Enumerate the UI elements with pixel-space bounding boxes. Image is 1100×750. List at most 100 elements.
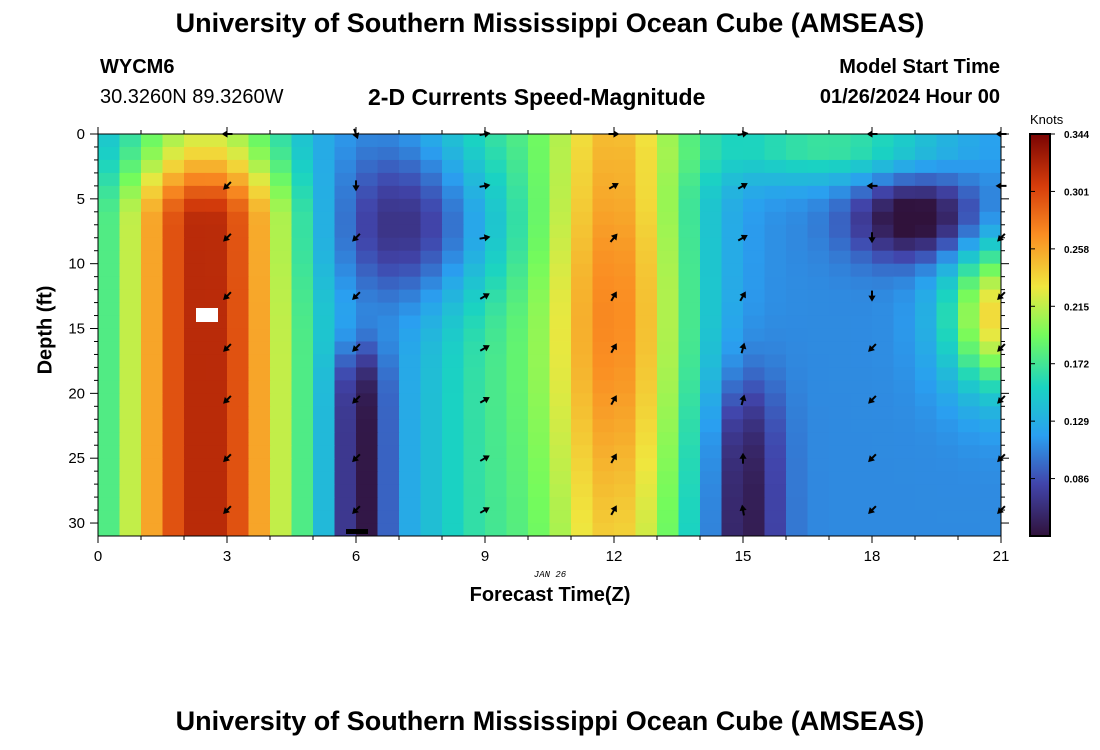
heatmap-cell <box>141 419 164 433</box>
heatmap-cell <box>829 237 852 252</box>
heatmap-cell <box>592 471 615 485</box>
heatmap-cell <box>936 302 959 317</box>
heatmap-cell <box>721 315 744 330</box>
heatmap-cell <box>420 198 443 213</box>
missing-data-patch <box>196 308 218 322</box>
heatmap-cell <box>399 484 422 498</box>
heatmap-cell <box>98 134 121 148</box>
heatmap-cell <box>141 328 164 343</box>
heatmap-cell <box>205 393 228 407</box>
heatmap-cell <box>270 432 293 446</box>
heatmap-cell <box>592 406 615 420</box>
heatmap-cell <box>205 237 228 252</box>
heatmap-cell <box>420 185 443 200</box>
heatmap-cell <box>635 367 658 381</box>
heatmap-cell <box>399 250 422 265</box>
heatmap-cell <box>872 224 895 239</box>
heatmap-cell <box>829 315 852 330</box>
heatmap-cell <box>678 341 701 356</box>
heatmap-cell <box>162 445 185 459</box>
heatmap-cell <box>119 237 142 252</box>
axes: 0 3 6 9 12 15 18 21 0 5 10 15 20 25 30 <box>68 126 1009 565</box>
heatmap-cell <box>98 172 121 187</box>
heatmap-cell <box>743 146 766 161</box>
heatmap-cell <box>829 510 852 524</box>
heatmap-cell <box>850 211 873 226</box>
heatmap-cell <box>463 289 486 304</box>
heatmap-cell <box>463 510 486 524</box>
heatmap-cell <box>893 523 916 536</box>
heatmap-cell <box>205 134 228 148</box>
x-tick-label: 15 <box>735 548 752 565</box>
heatmap-cell <box>313 406 336 420</box>
heatmap-cell <box>549 523 572 536</box>
heatmap-cell <box>571 432 594 446</box>
heatmap-cell <box>313 263 336 278</box>
heatmap-cell <box>635 406 658 420</box>
heatmap-cell <box>657 380 680 394</box>
heatmap-cell <box>248 458 271 472</box>
heatmap-cell <box>850 263 873 278</box>
heatmap-cell <box>291 367 314 381</box>
heatmap-cell <box>356 276 379 291</box>
heatmap-cell <box>399 380 422 394</box>
heatmap-cell <box>635 289 658 304</box>
heatmap-cell <box>850 497 873 511</box>
heatmap-cell <box>700 134 723 148</box>
heatmap-cell <box>248 354 271 369</box>
heatmap-cell <box>635 302 658 317</box>
heatmap-cell <box>829 146 852 161</box>
heatmap-cell <box>893 484 916 498</box>
heatmap-cell <box>420 380 443 394</box>
heatmap-cell <box>184 471 207 485</box>
heatmap-cell <box>872 354 895 369</box>
current-vector <box>868 395 877 404</box>
heatmap-cell <box>485 393 508 407</box>
heatmap-cell <box>442 523 465 536</box>
heatmap-cell <box>549 224 572 239</box>
heatmap-cell <box>721 159 744 174</box>
heatmap-cell <box>700 445 723 459</box>
heatmap-cell <box>141 484 164 498</box>
heatmap-cell <box>592 380 615 394</box>
heatmap-cell <box>743 315 766 330</box>
heatmap-cell <box>485 198 508 213</box>
heatmap-cell <box>227 289 250 304</box>
heatmap-cell <box>614 146 637 161</box>
heatmap-cell <box>592 523 615 536</box>
heatmap-cell <box>270 341 293 356</box>
heatmap-cell <box>356 302 379 317</box>
heatmap-cell <box>979 185 1001 200</box>
heatmap-cell <box>334 497 357 511</box>
heatmap-cell <box>893 237 916 252</box>
heatmap-cell <box>162 146 185 161</box>
heatmap-cell <box>850 289 873 304</box>
heatmap-cell <box>850 419 873 433</box>
heatmap-cell <box>850 484 873 498</box>
heatmap-cell <box>248 445 271 459</box>
heatmap-cell <box>313 484 336 498</box>
heatmap-cell <box>979 315 1001 330</box>
heatmap-cell <box>141 211 164 226</box>
heatmap-cell <box>915 134 938 148</box>
heatmap-cell <box>270 328 293 343</box>
heatmap-cell <box>356 263 379 278</box>
colorbar-tick-label: 0.258 <box>1064 245 1089 256</box>
heatmap-cell <box>549 471 572 485</box>
heatmap-cell <box>872 406 895 420</box>
heatmap-cell <box>334 276 357 291</box>
heatmap-cell <box>807 302 830 317</box>
heatmap-cell <box>700 211 723 226</box>
current-vector <box>739 452 747 464</box>
heatmap-cell <box>506 289 529 304</box>
heatmap-cell <box>979 432 1001 446</box>
heatmap-cell <box>979 172 1001 187</box>
heatmap-cell <box>528 471 551 485</box>
heatmap-cell <box>635 341 658 356</box>
heatmap-cell <box>592 237 615 252</box>
heatmap-cell <box>786 393 809 407</box>
heatmap-cell <box>893 315 916 330</box>
heatmap-cell <box>571 367 594 381</box>
heatmap-cell <box>743 328 766 343</box>
heatmap-cell <box>313 471 336 485</box>
